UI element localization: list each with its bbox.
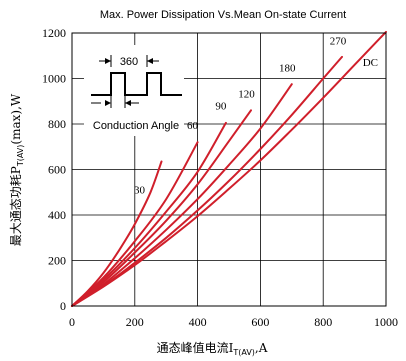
y-axis-label: 最大通态功耗PT(AV)(max),W: [9, 93, 25, 246]
x-axis-label-prefix: 通态峰值电流I: [157, 340, 234, 355]
chart-title: Max. Power Dissipation Vs.Mean On-state …: [100, 9, 346, 21]
series-line: [71, 83, 293, 307]
curve-labels: 30 60 90 120 180 270 DC: [134, 35, 378, 196]
plot-frame: [71, 32, 387, 307]
x-axis-label-suffix: ,A: [255, 341, 268, 355]
y-axis-label-sub: T(AV): [16, 145, 25, 168]
y-tick-label: 400: [48, 208, 66, 222]
inset-arrowhead-360-left: [105, 58, 111, 64]
y-tick-label: 200: [48, 254, 66, 268]
y-tick-label: 0: [60, 299, 66, 313]
x-axis-label: 通态峰值电流IT(AV),A: [157, 340, 268, 357]
x-axis-label-sub: T(AV): [232, 348, 255, 357]
inset-arrowhead-cond-left: [105, 100, 111, 106]
series-line: [71, 55, 343, 307]
conduction-angle-inset: 360 Conduction Angle: [84, 45, 184, 136]
inset-arrowhead-cond-right: [125, 100, 131, 106]
y-axis-label-suffix: (max),W: [9, 93, 23, 144]
curve-label: 120: [238, 89, 255, 101]
curve-label: 90: [215, 101, 227, 113]
curve-label: 30: [134, 185, 146, 197]
x-tick-label: 1000: [374, 315, 398, 329]
x-tick-label: 200: [126, 315, 144, 329]
series-line: [71, 141, 199, 307]
x-tick-label: 400: [189, 315, 207, 329]
x-tick-label: 0: [69, 315, 75, 329]
curve-label: 270: [330, 35, 347, 47]
y-tick-label: 1200: [42, 26, 66, 40]
y-tick-label: 1000: [42, 72, 66, 86]
inset-arrowhead-360-right: [147, 58, 153, 64]
y-tick-label: 600: [48, 163, 66, 177]
inset-waveform: [91, 72, 182, 96]
series-line: [71, 30, 387, 307]
inset-caption: Conduction Angle: [93, 120, 179, 132]
series-lines: [71, 30, 387, 307]
curve-label: 60: [187, 120, 199, 132]
x-tick-label: 600: [251, 315, 269, 329]
inset-background: [84, 45, 184, 136]
y-axis-label-prefix: 最大通态功耗P: [9, 166, 23, 246]
curve-label: 180: [279, 62, 296, 74]
series-line: [71, 109, 252, 307]
x-tick-label: 800: [314, 315, 332, 329]
y-tick-label: 800: [48, 117, 66, 131]
tick-labels: 0 200 400 600 800 1000 0 200 400 600 800 1000 1200: [42, 26, 398, 329]
series-line: [71, 121, 227, 307]
inset-angle-label: 360: [120, 56, 138, 68]
curve-label: DC: [363, 57, 378, 69]
